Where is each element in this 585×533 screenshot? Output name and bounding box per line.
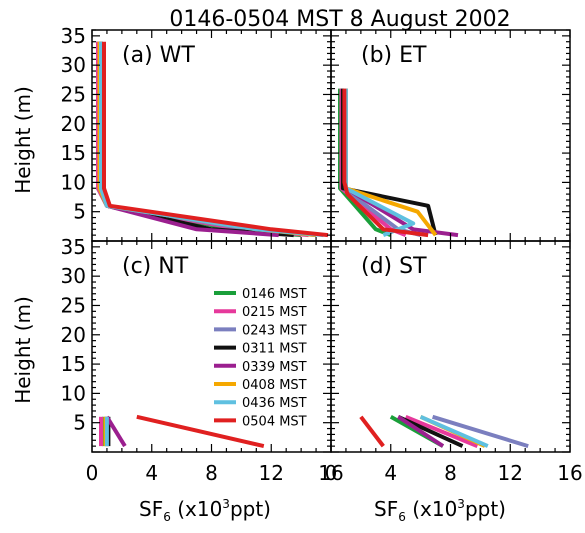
legend-label: 0311 MST	[242, 342, 307, 357]
y-tick-label: 10	[61, 381, 86, 405]
series-line-0215-mst	[404, 414, 479, 448]
y-tick-label: 30	[61, 53, 86, 77]
xlabel-left-open: (x10	[171, 497, 222, 521]
series-line-0215-mst	[96, 41, 309, 238]
series-line-0504-mst	[342, 88, 429, 238]
panel-label: (c) NT	[122, 254, 189, 279]
legend-label: 0243 MST	[242, 323, 307, 338]
x-tick-label: 12	[498, 461, 523, 485]
y-tick-label: 5	[73, 200, 86, 224]
series-line-0436-mst	[419, 414, 489, 448]
y-tick-label: 25	[61, 82, 86, 106]
panel-1: 5 10 15 20 25 30 35 (a) WT	[61, 24, 332, 242]
panel-2: (b) ET	[330, 29, 571, 242]
series-line-0504-mst	[102, 41, 329, 238]
x-tick-label: 0	[325, 461, 338, 485]
x-tick-label: 4	[384, 461, 397, 485]
series-line-0243-mst	[432, 414, 529, 449]
xlabel-left: SF6 (x103ppt)	[139, 497, 271, 524]
y-tick-label: 15	[61, 352, 86, 376]
series-line-0146-mst	[96, 41, 302, 238]
x-tick-label: 12	[259, 461, 284, 485]
figure-title: 0146-0504 MST 8 August 2002	[169, 7, 510, 32]
y-tick-label: 30	[61, 264, 86, 288]
legend-label: 0215 MST	[242, 305, 307, 320]
xlabel-left-sub: 6	[163, 510, 171, 524]
series-line-0243-mst	[97, 41, 317, 238]
xlabel-right-sup: 3	[457, 497, 465, 511]
y-tick-label: 35	[61, 24, 86, 48]
y-tick-label: 20	[61, 323, 86, 347]
xlabel-left-main: SF	[139, 497, 163, 521]
y-tick-label: 20	[61, 112, 86, 136]
series-line-0504-mst	[359, 415, 385, 448]
y-tick-label: 10	[61, 170, 86, 194]
y-tick-label: 35	[61, 235, 86, 259]
legend: 0146 MST 0215 MST 0243 MST 0311 MST 0339 MST…	[214, 287, 307, 429]
y-tick-label: 15	[61, 141, 86, 165]
panel-label: (a) WT	[122, 43, 195, 68]
x-tick-label: 16	[318, 461, 343, 485]
legend-label: 0339 MST	[242, 360, 307, 375]
xlabel-right-unit: ppt)	[465, 497, 506, 521]
x-tick-label: 0	[86, 461, 99, 485]
series-line-0408-mst	[97, 41, 317, 238]
x-tick-label: 8	[444, 461, 457, 485]
xlabel-right-sub: 6	[398, 510, 406, 524]
ylabel-bottom: Height (m)	[11, 296, 35, 404]
x-tick-label: 4	[145, 461, 158, 485]
panel-label: (d) ST	[361, 254, 427, 279]
series-line-0339-mst	[105, 415, 127, 448]
series-line-0311-mst	[99, 41, 294, 238]
x-tick-label: 8	[205, 461, 218, 485]
legend-label: 0436 MST	[242, 396, 307, 411]
y-tick-label: 25	[61, 293, 86, 317]
series-line-0504-mst	[136, 414, 265, 449]
series-line-0436-mst	[99, 41, 324, 238]
xlabel-right-main: SF	[374, 497, 398, 521]
legend-label: 0146 MST	[242, 287, 307, 302]
legend-label: 0408 MST	[242, 378, 307, 393]
series-line-0339-mst	[397, 415, 445, 448]
panel-label: (b) ET	[361, 43, 427, 68]
xlabel-left-sup: 3	[222, 497, 230, 511]
ylabel-top: Height (m)	[11, 86, 35, 194]
series-line-0339-mst	[97, 41, 279, 238]
y-tick-label: 5	[73, 411, 86, 435]
panel-4: 0 4 8 12 16 (d) ST	[325, 240, 583, 485]
series-line-0243-mst	[340, 88, 422, 238]
xlabel-left-unit: ppt)	[230, 497, 271, 521]
xlabel-right: SF6 (x103ppt)	[374, 497, 506, 524]
x-tick-label: 16	[557, 461, 582, 485]
legend-label: 0504 MST	[242, 414, 307, 429]
xlabel-right-open: (x10	[406, 497, 457, 521]
